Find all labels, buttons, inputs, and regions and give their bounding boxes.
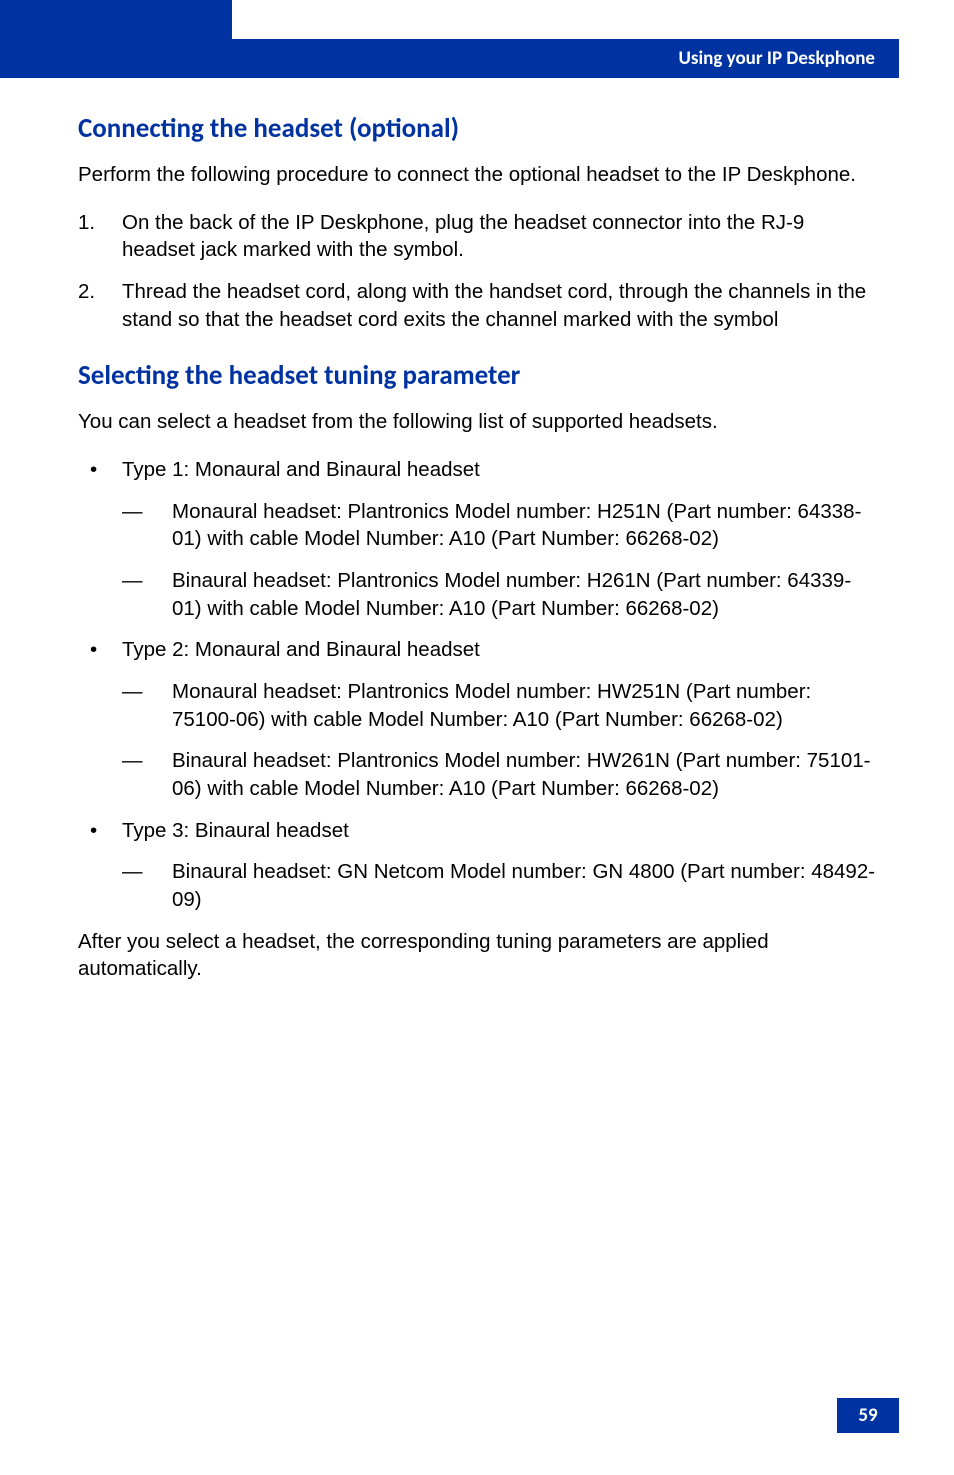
- step-number: 2.: [78, 278, 95, 306]
- type-label: Type 2: Monaural and Binaural headset: [122, 638, 480, 661]
- section2-outro: After you select a headset, the correspo…: [78, 928, 876, 983]
- list-item: Binaural headset: GN Netcom Model number…: [122, 858, 876, 913]
- step-number: 1.: [78, 209, 95, 237]
- step-1: 1. On the back of the IP Deskphone, plug …: [78, 209, 876, 264]
- type-2: Type 2: Monaural and Binaural headset Mo…: [78, 636, 876, 802]
- list-item: Monaural headset: Plantronics Model numb…: [122, 498, 876, 553]
- procedure-steps: 1. On the back of the IP Deskphone, plug …: [78, 209, 876, 334]
- running-title: Using your IP Deskphone: [679, 47, 876, 70]
- header-left-block: [0, 0, 232, 78]
- header-band: Using your IP Deskphone: [232, 39, 899, 78]
- page-number-box: 59: [837, 1398, 899, 1433]
- headset-types-list: Type 1: Monaural and Binaural headset Mo…: [78, 456, 876, 914]
- page-number: 59: [858, 1404, 877, 1427]
- step-text: Thread the headset cord, along with the …: [122, 280, 866, 331]
- list-item: Binaural headset: Plantronics Model numb…: [122, 747, 876, 802]
- type-1: Type 1: Monaural and Binaural headset Mo…: [78, 456, 876, 622]
- section-heading-selecting: Selecting the headset tuning parameter: [78, 359, 876, 392]
- type-3-items: Binaural headset: GN Netcom Model number…: [122, 858, 876, 913]
- list-item: Binaural headset: Plantronics Model numb…: [122, 567, 876, 622]
- type-label: Type 3: Binaural headset: [122, 819, 349, 842]
- type-2-items: Monaural headset: Plantronics Model numb…: [122, 678, 876, 803]
- type-3: Type 3: Binaural headset Binaural headse…: [78, 817, 876, 914]
- page-content: Connecting the headset (optional) Perfor…: [78, 112, 876, 1003]
- section2-intro: You can select a headset from the follow…: [78, 408, 876, 436]
- type-label: Type 1: Monaural and Binaural headset: [122, 458, 480, 481]
- step-2: 2. Thread the headset cord, along with th…: [78, 278, 876, 333]
- section-heading-connecting: Connecting the headset (optional): [78, 112, 876, 145]
- step-text: On the back of the IP Deskphone, plug th…: [122, 211, 804, 262]
- list-item: Monaural headset: Plantronics Model numb…: [122, 678, 876, 733]
- section1-intro: Perform the following procedure to conne…: [78, 161, 876, 189]
- type-1-items: Monaural headset: Plantronics Model numb…: [122, 498, 876, 623]
